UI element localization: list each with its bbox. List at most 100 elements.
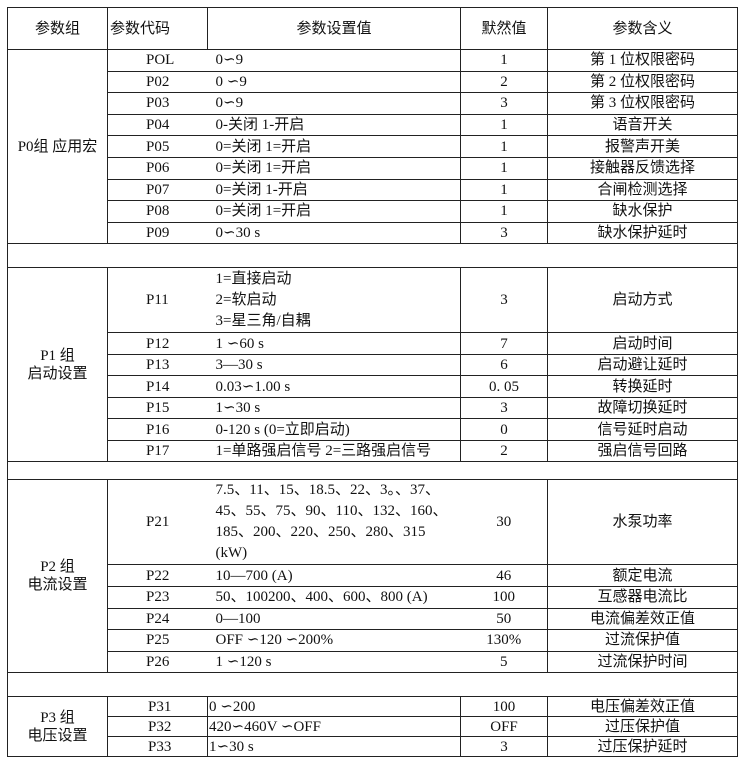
param-value-line: 185、200、220、250、280、315 (kW) [215, 524, 426, 562]
param-value: 1∽30 s [207, 396, 461, 420]
param-meaning: 启动时间 [547, 332, 738, 355]
param-default: 130% [460, 629, 548, 652]
param-value-line: 45、55、75、90、110、132、160、 [215, 503, 448, 520]
header-meaning: 参数含义 [547, 7, 738, 50]
param-code: P05 [107, 135, 208, 158]
param-value: 10—700 (A) [207, 564, 461, 587]
param-value-line: 1=直接启动 [215, 270, 292, 287]
param-default: 1 [460, 135, 548, 158]
param-value: 420∽460V ∽OFF [207, 716, 461, 738]
param-meaning: 过压保护延时 [547, 736, 738, 757]
param-default: 100 [460, 696, 548, 718]
param-default: 1 [460, 113, 548, 137]
param-code: P06 [107, 156, 208, 180]
param-default: 6 [460, 353, 548, 377]
param-value: 0—100 [207, 607, 461, 631]
param-value: OFF ∽120 ∽200% [207, 629, 461, 652]
table-row: P32 420∽460V ∽OFF OFF 过压保护值 [8, 716, 738, 738]
spacer-row [7, 461, 738, 481]
param-code: P15 [107, 396, 208, 420]
param-value-line: 3=星三角/自耦 [215, 312, 311, 329]
param-meaning: 过流保护值 [547, 629, 738, 652]
param-code: P09 [107, 221, 208, 245]
param-meaning: 接触器反馈选择 [547, 156, 738, 180]
param-meaning: 电压偏差效正值 [547, 696, 738, 718]
table-row: P22 10—700 (A) 46 额定电流 [8, 564, 738, 587]
param-code: P24 [107, 607, 208, 631]
param-value: 0∽30 s [207, 221, 461, 245]
param-value: 0=关闭 1=开启 [207, 200, 461, 223]
param-code: P12 [107, 332, 208, 355]
table-row: P0组 应用宏 POL 0∽9 1 第 1 位权限密码 [7, 48, 738, 245]
parameter-table: 参数组 参数代码 参数设置值 默然值 参数含义 P0组 应用宏 POL 0∽9 1 第 … [7, 7, 738, 757]
table-row: P23 50、100200、400、600、800 (A) 100 互感器电流比 [8, 585, 738, 609]
param-meaning: 合闸检测选择 [547, 178, 738, 202]
param-meaning: 水泵功率 [547, 479, 738, 566]
param-meaning: 强启信号回路 [547, 439, 738, 463]
param-meaning: 缺水保护延时 [547, 221, 738, 245]
table-row: P02 0 ∽9 2 第 2 位权限密码 [8, 70, 738, 94]
param-value: 0=关闭 1=开启 [207, 156, 461, 180]
param-code: P14 [107, 375, 208, 398]
param-meaning: 启动避让延时 [547, 353, 738, 377]
table-row: P14 0.03∽1.00 s 0. 05 转换延时 [8, 375, 738, 398]
param-value: 0 ∽200 [207, 696, 461, 718]
param-meaning: 故障切换延时 [547, 396, 738, 420]
param-value: 7.5、11、15、18.5、22、3。、37、 45、55、75、90、110、… [207, 479, 461, 566]
param-code: P33 [107, 736, 208, 757]
group-label-text: P1 组 [40, 347, 75, 364]
param-default: 3 [460, 92, 548, 115]
header-value: 参数设置值 [207, 7, 461, 50]
param-default: 1 [460, 178, 548, 202]
param-code: P13 [107, 353, 208, 377]
param-value: 50、100200、400、600、800 (A) [207, 585, 461, 609]
param-value: 1 ∽120 s [207, 650, 461, 674]
table-row: P06 0=关闭 1=开启 1 接触器反馈选择 [8, 156, 738, 180]
spacer-row [7, 243, 738, 269]
table-row: P15 1∽30 s 3 故障切换延时 [8, 396, 738, 420]
header-default: 默然值 [460, 7, 548, 50]
table-row: P12 1 ∽60 s 7 启动时间 [8, 332, 738, 355]
param-code: P08 [107, 200, 208, 223]
header-code: 参数代码 [107, 7, 208, 50]
param-meaning: 缺水保护 [547, 200, 738, 223]
param-code: P25 [107, 629, 208, 652]
param-default: 3 [460, 396, 548, 420]
param-meaning: 信号延时启动 [547, 418, 738, 441]
param-code: P21 [107, 479, 208, 566]
group-label-text: P3 组 [40, 709, 75, 726]
param-code: P22 [107, 564, 208, 587]
param-default: 50 [460, 607, 548, 631]
table-row: P1 组启动设置 P11 1=直接启动 2=软启动 3=星三角/自耦 3 启动方式 [7, 267, 738, 463]
param-meaning: 互感器电流比 [547, 585, 738, 609]
table-row: P13 3—30 s 6 启动避让延时 [8, 353, 738, 377]
group-label: P2 组电流设置 [7, 479, 108, 674]
param-code: P32 [107, 716, 208, 738]
param-value: 1=单路强启信号 2=三路强启信号 [207, 439, 461, 463]
param-meaning: 第 2 位权限密码 [547, 70, 738, 94]
param-meaning: 启动方式 [547, 267, 738, 334]
param-code: P11 [107, 267, 208, 334]
param-default: 2 [460, 439, 548, 463]
param-meaning: 报警声开美 [547, 135, 738, 158]
param-code: P16 [107, 418, 208, 441]
param-code: P31 [107, 696, 208, 718]
table-row: P08 0=关闭 1=开启 1 缺水保护 [8, 200, 738, 223]
param-code: POL [107, 49, 208, 72]
header-group: 参数组 [7, 7, 108, 50]
param-default: 0. 05 [460, 375, 548, 398]
param-code: P07 [107, 178, 208, 202]
table-row: P07 0=关闭 1-开启 1 合闸检测选择 [8, 178, 738, 202]
param-default: OFF [460, 716, 548, 738]
group-label: P1 组启动设置 [7, 267, 108, 463]
param-meaning: 电流偏差效正值 [547, 607, 738, 631]
param-meaning: 转换延时 [547, 375, 738, 398]
param-value: 0=关闭 1=开启 [207, 135, 461, 158]
param-default: 0 [460, 418, 548, 441]
param-value: 0∽9 [207, 92, 461, 115]
param-meaning: 额定电流 [547, 564, 738, 587]
param-default: 3 [460, 221, 548, 245]
param-code: P17 [107, 439, 208, 463]
group-label: P3 组电压设置 [7, 696, 108, 757]
group-label-text: 电压设置 [27, 727, 88, 744]
